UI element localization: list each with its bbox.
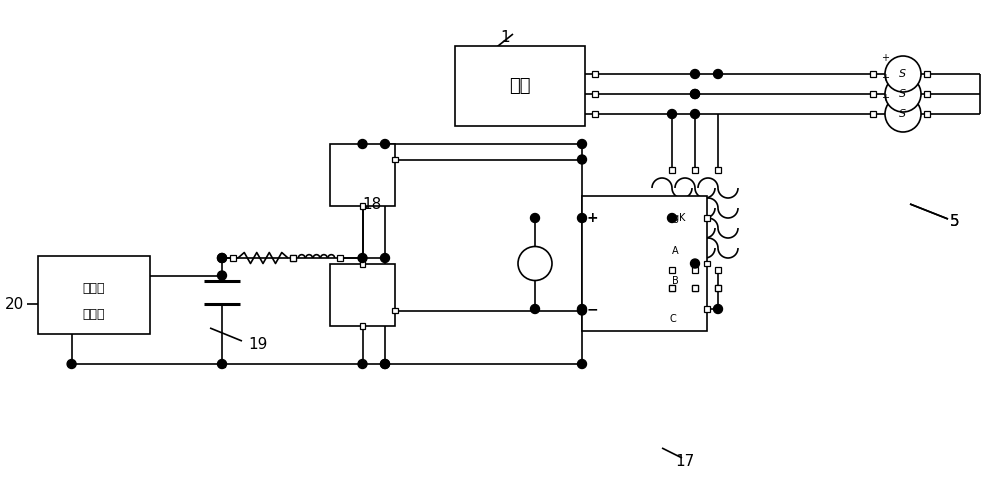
Bar	[290, 255, 296, 261]
Circle shape	[218, 254, 227, 262]
Circle shape	[885, 56, 921, 92]
Text: S: S	[899, 69, 907, 79]
Bar	[692, 285, 698, 291]
Bar	[579, 306, 585, 312]
Text: +: +	[881, 53, 889, 63]
Bar	[704, 215, 710, 221]
Bar	[669, 285, 675, 291]
Text: C: C	[669, 314, 676, 324]
Bar	[592, 71, 598, 77]
Circle shape	[380, 360, 390, 368]
Bar	[704, 261, 710, 266]
Bar	[669, 267, 675, 273]
Bar	[692, 167, 698, 173]
Circle shape	[380, 254, 390, 262]
Bar	[219, 361, 225, 367]
Circle shape	[67, 360, 76, 368]
Bar	[455, 46, 585, 126]
Bar	[290, 255, 296, 261]
Bar	[38, 256, 150, 334]
Bar	[704, 306, 710, 312]
Bar	[870, 111, 876, 117]
Text: 风机: 风机	[509, 77, 531, 95]
Circle shape	[358, 360, 367, 368]
Bar	[592, 111, 598, 117]
Text: 19: 19	[248, 336, 267, 351]
Bar	[715, 167, 721, 173]
Text: K: K	[679, 213, 685, 223]
Bar	[360, 323, 365, 329]
Text: 电量监: 电量监	[83, 281, 105, 295]
Bar	[715, 285, 721, 291]
Bar	[392, 308, 398, 313]
Bar	[330, 144, 395, 206]
Text: +: +	[587, 211, 599, 225]
Bar	[924, 91, 930, 97]
Bar	[330, 264, 395, 326]
Circle shape	[578, 305, 586, 313]
Text: 20: 20	[5, 296, 24, 312]
Circle shape	[668, 109, 676, 119]
Text: +: +	[881, 93, 889, 103]
Circle shape	[578, 155, 586, 164]
Bar	[230, 255, 236, 261]
Text: +: +	[881, 73, 889, 83]
Bar	[592, 91, 598, 97]
Circle shape	[668, 213, 676, 223]
Circle shape	[578, 139, 586, 149]
Bar	[870, 71, 876, 77]
Bar	[692, 285, 698, 291]
Circle shape	[714, 305, 722, 313]
Bar	[219, 255, 225, 261]
Circle shape	[578, 360, 586, 368]
Circle shape	[885, 96, 921, 132]
Text: 18: 18	[362, 196, 382, 211]
Circle shape	[578, 306, 586, 315]
Bar	[579, 215, 585, 221]
Text: 5: 5	[950, 213, 960, 228]
Bar	[582, 196, 707, 331]
Bar	[669, 167, 675, 173]
Circle shape	[218, 254, 227, 262]
Bar	[669, 285, 675, 291]
Circle shape	[218, 360, 227, 368]
Circle shape	[690, 259, 700, 268]
Circle shape	[218, 271, 227, 280]
Circle shape	[690, 89, 700, 99]
Text: 5: 5	[950, 213, 960, 228]
Text: A: A	[672, 246, 679, 256]
Circle shape	[885, 76, 921, 112]
Bar	[360, 203, 365, 209]
Text: B: B	[672, 276, 679, 286]
Bar	[392, 157, 398, 162]
Circle shape	[518, 246, 552, 280]
Circle shape	[530, 213, 540, 223]
Bar	[692, 267, 698, 273]
Bar	[715, 285, 721, 291]
Text: −: −	[587, 302, 599, 316]
Circle shape	[358, 139, 367, 149]
Circle shape	[380, 360, 390, 368]
Circle shape	[690, 89, 700, 99]
Text: S: S	[899, 109, 907, 119]
Circle shape	[690, 109, 700, 119]
Circle shape	[358, 254, 367, 262]
Circle shape	[380, 139, 390, 149]
Bar	[870, 91, 876, 97]
Bar	[360, 141, 365, 147]
Text: 17: 17	[675, 453, 695, 469]
Bar	[924, 71, 930, 77]
Circle shape	[690, 69, 700, 79]
Bar	[337, 255, 343, 261]
Bar	[360, 261, 365, 267]
Bar	[924, 111, 930, 117]
Circle shape	[714, 69, 722, 79]
Text: 测单元: 测单元	[83, 308, 105, 320]
Bar	[715, 267, 721, 273]
Text: 1: 1	[500, 31, 510, 46]
Text: S: S	[899, 89, 907, 99]
Text: g: g	[672, 213, 678, 223]
Circle shape	[530, 305, 540, 313]
Circle shape	[578, 213, 586, 223]
